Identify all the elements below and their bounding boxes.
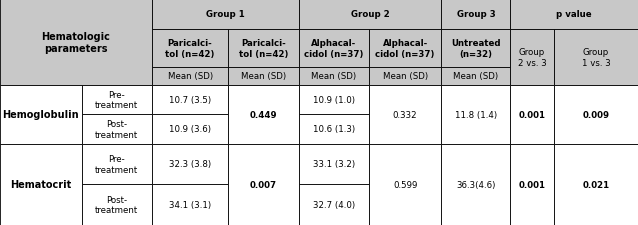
Text: 0.021: 0.021 <box>582 180 609 189</box>
Text: 0.599: 0.599 <box>393 180 417 189</box>
Bar <box>152 68 228 86</box>
Bar <box>0 0 152 86</box>
Text: Paricalci-
tol (n=42): Paricalci- tol (n=42) <box>239 39 288 58</box>
Text: 32.7 (4.0): 32.7 (4.0) <box>313 200 355 209</box>
Text: Group
2 vs. 3: Group 2 vs. 3 <box>517 48 547 67</box>
Text: 0.009: 0.009 <box>582 110 609 119</box>
Text: Hemoglobulin: Hemoglobulin <box>3 110 79 120</box>
Text: 0.332: 0.332 <box>393 110 417 119</box>
Text: Post-
treatment: Post- treatment <box>95 120 138 139</box>
Bar <box>441 0 510 30</box>
Bar <box>510 30 554 86</box>
Text: 32.3 (3.8): 32.3 (3.8) <box>169 160 211 169</box>
Text: Alphacal-
cidol (n=37): Alphacal- cidol (n=37) <box>375 39 435 58</box>
Text: Mean (SD): Mean (SD) <box>454 72 498 81</box>
Bar <box>152 115 228 144</box>
Bar <box>510 86 554 144</box>
Text: 11.8 (1.4): 11.8 (1.4) <box>455 110 497 119</box>
Text: Pre-
treatment: Pre- treatment <box>95 90 138 110</box>
Bar <box>152 86 228 115</box>
Bar <box>299 144 369 184</box>
Bar <box>82 184 152 225</box>
Bar <box>152 144 228 184</box>
Text: Mean (SD): Mean (SD) <box>311 72 356 81</box>
Bar <box>369 144 441 225</box>
Bar <box>369 68 441 86</box>
Bar <box>441 30 510 68</box>
Text: Paricalci-
tol (n=42): Paricalci- tol (n=42) <box>165 39 215 58</box>
Text: Hematocrit: Hematocrit <box>10 180 71 189</box>
Bar <box>441 144 510 225</box>
Bar <box>82 115 152 144</box>
Text: Untreated
(n=32): Untreated (n=32) <box>451 39 501 58</box>
Bar <box>510 0 638 30</box>
Bar <box>228 86 299 144</box>
Bar <box>554 144 638 225</box>
Bar <box>228 144 299 225</box>
Text: Mean (SD): Mean (SD) <box>383 72 427 81</box>
Text: 33.1 (3.2): 33.1 (3.2) <box>313 160 355 169</box>
Text: 0.001: 0.001 <box>519 110 545 119</box>
Text: Group 3: Group 3 <box>457 10 495 19</box>
Text: Pre-
treatment: Pre- treatment <box>95 155 138 174</box>
Text: Group 1: Group 1 <box>206 10 244 19</box>
Text: Post-
treatment: Post- treatment <box>95 195 138 214</box>
Text: 36.3(4.6): 36.3(4.6) <box>456 180 496 189</box>
Bar <box>554 86 638 144</box>
Bar <box>82 144 152 184</box>
Bar <box>228 68 299 86</box>
Text: Group
1 vs. 3: Group 1 vs. 3 <box>581 48 611 67</box>
Bar <box>369 30 441 68</box>
Bar <box>299 0 441 30</box>
Bar <box>0 144 82 225</box>
Text: 0.449: 0.449 <box>249 110 278 119</box>
Text: 10.7 (3.5): 10.7 (3.5) <box>169 96 211 105</box>
Bar <box>0 86 82 144</box>
Bar <box>369 86 441 144</box>
Text: Hematologic
parameters: Hematologic parameters <box>41 32 110 54</box>
Text: 10.6 (1.3): 10.6 (1.3) <box>313 125 355 134</box>
Text: Group 2: Group 2 <box>351 10 389 19</box>
Bar <box>152 0 299 30</box>
Bar <box>299 30 369 68</box>
Text: 0.007: 0.007 <box>250 180 277 189</box>
Text: Mean (SD): Mean (SD) <box>241 72 286 81</box>
Bar <box>152 30 228 68</box>
Text: Alphacal-
cidol (n=37): Alphacal- cidol (n=37) <box>304 39 364 58</box>
Bar <box>441 68 510 86</box>
Bar <box>441 86 510 144</box>
Text: 0.001: 0.001 <box>519 180 545 189</box>
Bar <box>299 68 369 86</box>
Text: p value: p value <box>556 10 592 19</box>
Text: 10.9 (1.0): 10.9 (1.0) <box>313 96 355 105</box>
Bar <box>510 144 554 225</box>
Bar <box>82 86 152 115</box>
Text: 10.9 (3.6): 10.9 (3.6) <box>169 125 211 134</box>
Bar <box>228 30 299 68</box>
Text: 34.1 (3.1): 34.1 (3.1) <box>169 200 211 209</box>
Bar <box>299 184 369 225</box>
Bar <box>299 115 369 144</box>
Bar <box>152 184 228 225</box>
Bar <box>299 86 369 115</box>
Bar <box>554 30 638 86</box>
Text: Mean (SD): Mean (SD) <box>168 72 212 81</box>
